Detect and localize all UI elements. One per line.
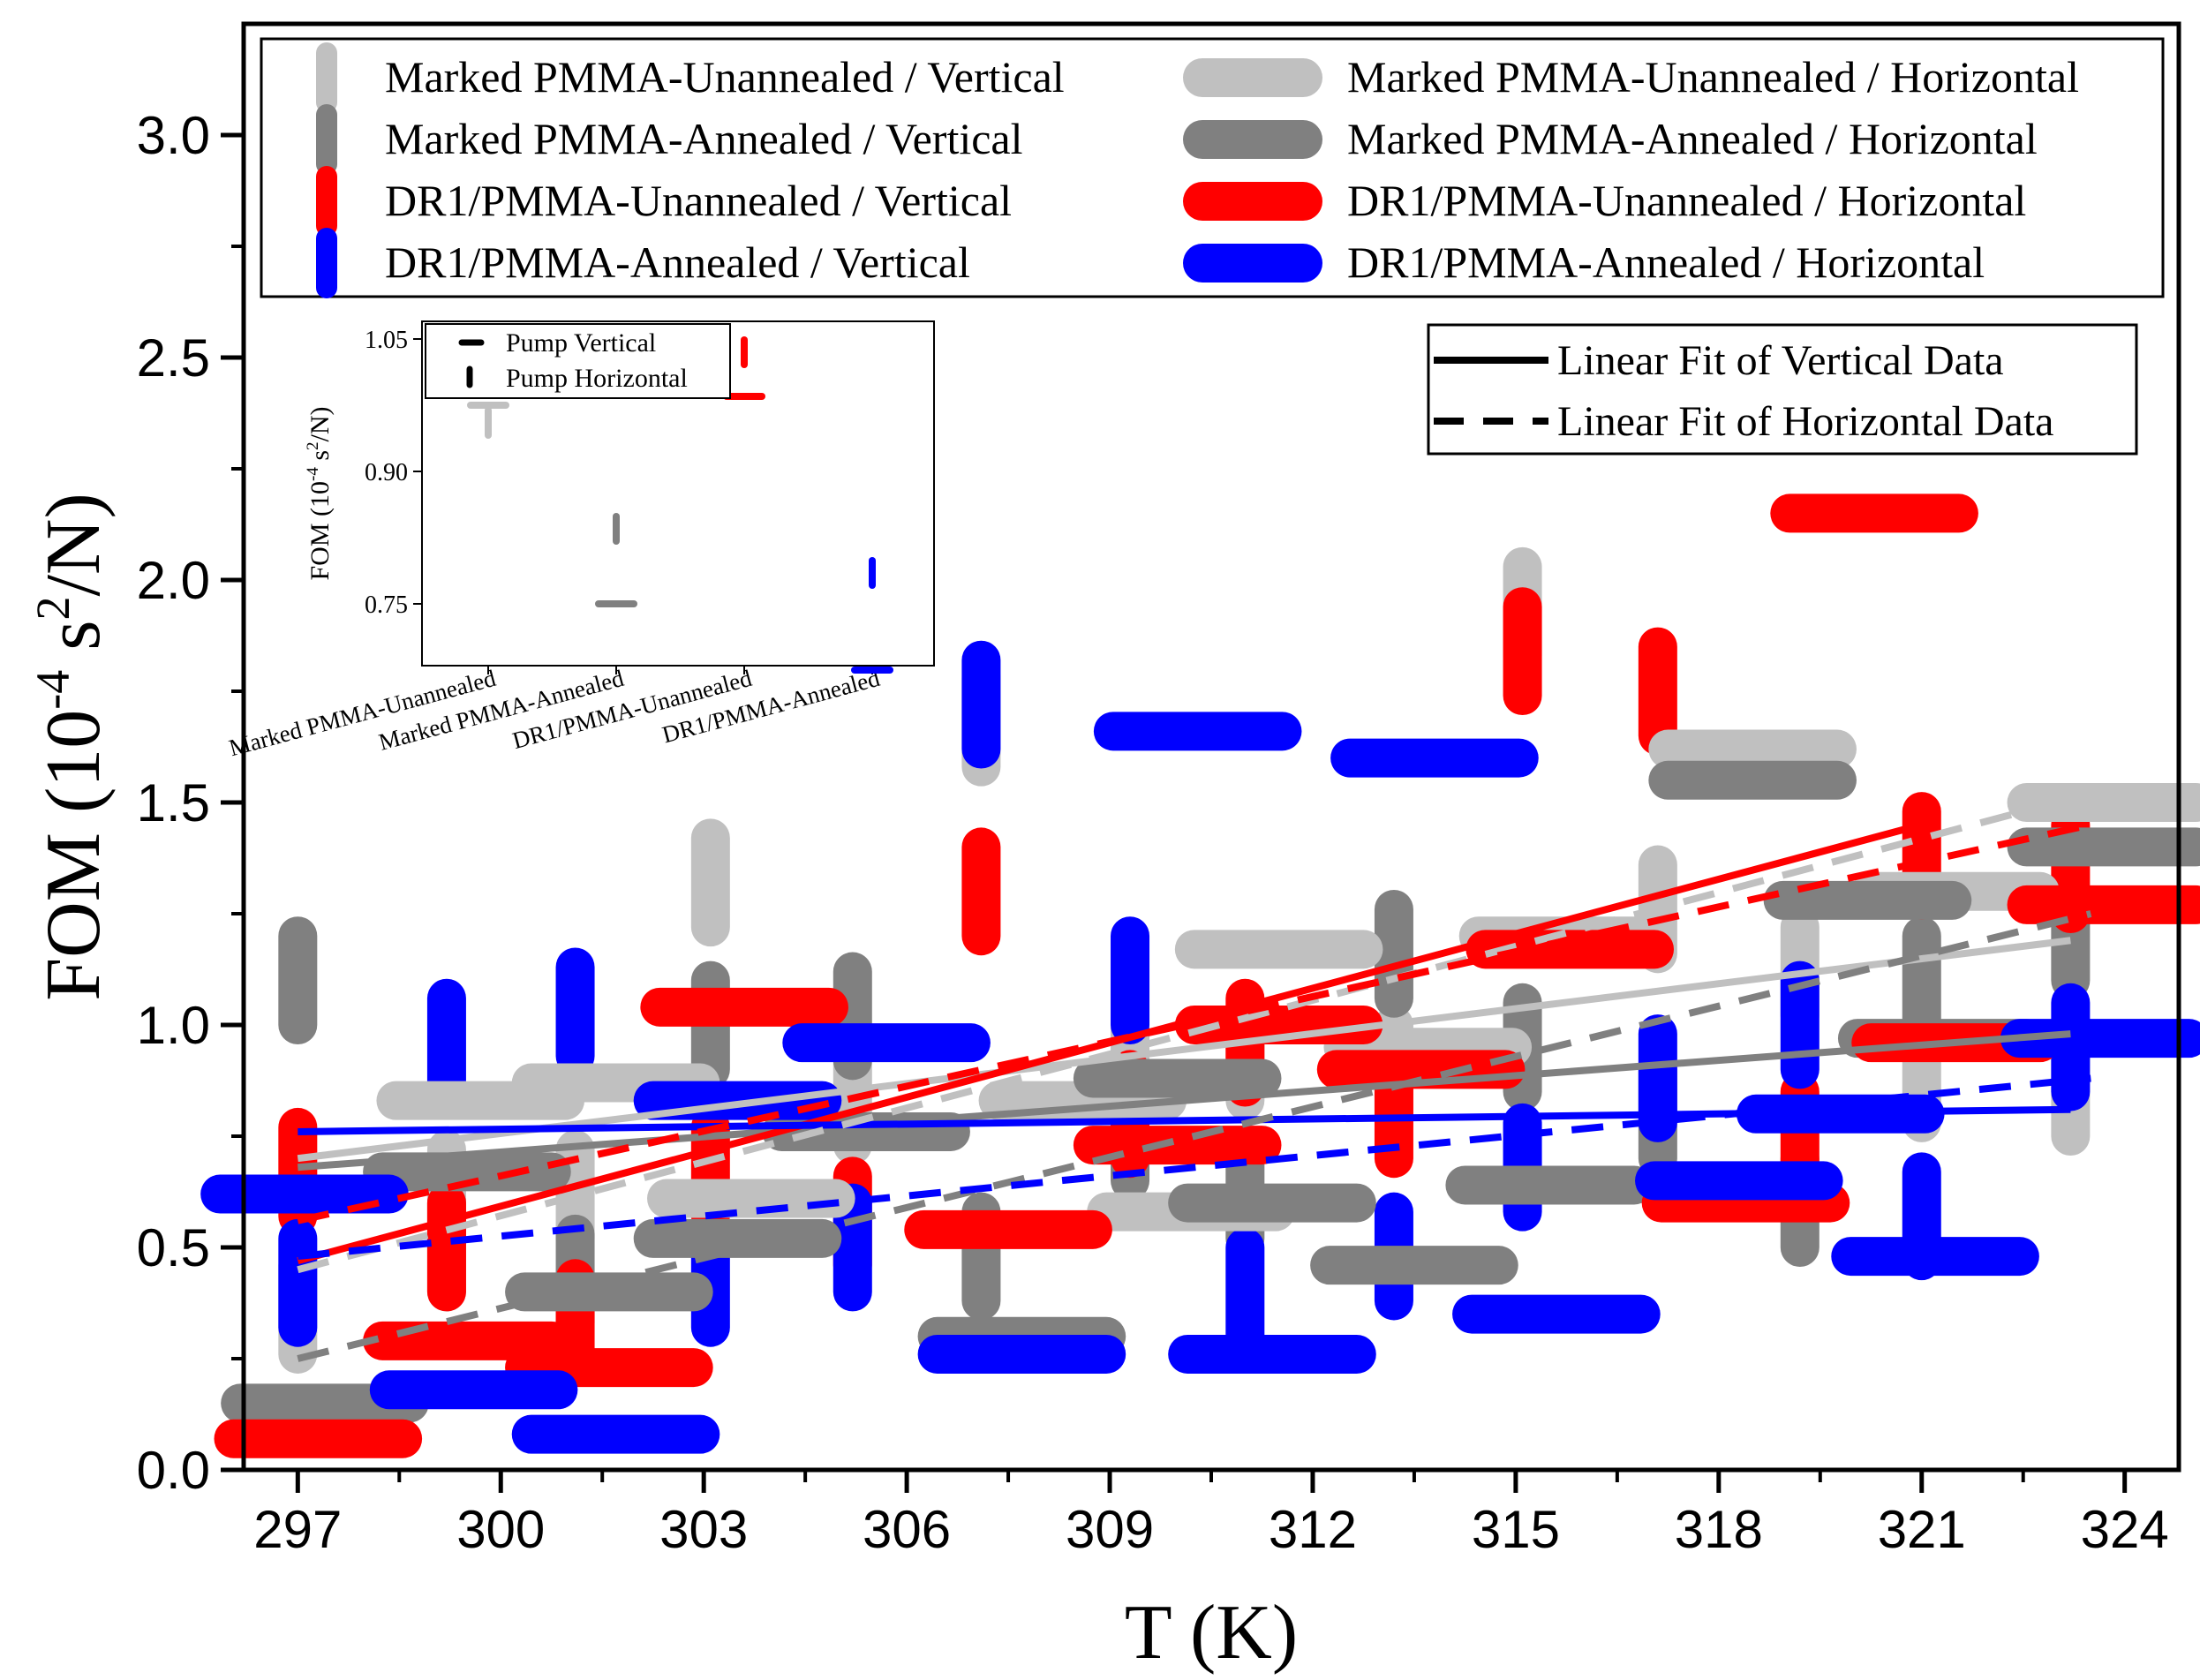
y-axis-title: FOM (10-4 s2/N)	[26, 493, 117, 1001]
fit-line-solid-mpu	[297, 937, 2071, 1163]
fit-line-dashed-mpu	[297, 790, 2092, 1274]
x-tick-label: 309	[1066, 1500, 1154, 1559]
fit-legend-box	[1427, 323, 2138, 456]
y-tick-label: 2.0	[137, 551, 210, 610]
x-axis-title: T (K)	[1125, 1590, 1298, 1676]
legend-label-vertical-dru: DR1/PMMA-Unannealed / Vertical	[385, 176, 1012, 225]
y-tick-label: 0.5	[137, 1218, 210, 1277]
fit-legend-dashed-label: Linear Fit of Horizontal Data	[1557, 398, 2053, 445]
series-legend: Marked PMMA-Unannealed / Vertical Marked …	[260, 37, 2165, 298]
legend-label-horizontal-dru: DR1/PMMA-Unannealed / Horizontal	[1347, 176, 2026, 225]
inset-legend-horizontal-label: Pump Horizontal	[506, 364, 688, 393]
axes: 297 300 303 306 309 312 315 318 321 324 0.0 0.5 1.0 1…	[137, 106, 2169, 1559]
x-tick-label: 303	[659, 1500, 748, 1559]
x-tick-label: 318	[1675, 1500, 1763, 1559]
x-tick-label: 315	[1472, 1500, 1560, 1559]
legend-label-vertical-mpu: Marked PMMA-Unannealed / Vertical	[385, 52, 1065, 102]
legend-label-vertical-mpa: Marked PMMA-Annealed / Vertical	[385, 114, 1023, 163]
inset-y-tick-label: 0.75	[365, 591, 408, 619]
x-tick-label: 312	[1269, 1500, 1357, 1559]
legend-label-horizontal-dra: DR1/PMMA-Annealed / Horizontal	[1347, 237, 1985, 287]
y-tick-label: 1.0	[137, 996, 210, 1055]
x-tick-label: 321	[1878, 1500, 1966, 1559]
y-tick-label: 2.5	[137, 328, 210, 388]
fit-line-dashed-dra	[297, 1074, 2091, 1261]
inset-y-tick-label: 1.05	[365, 327, 408, 354]
fit-legend: Linear Fit of Vertical Data Linear Fit o…	[1427, 323, 2138, 456]
x-tick-label: 306	[863, 1500, 951, 1559]
inset-frame	[421, 320, 935, 667]
legend-label-horizontal-mpa: Marked PMMA-Annealed / Horizontal	[1347, 114, 2038, 163]
x-tick-label: 297	[253, 1500, 342, 1559]
inset-legend-box	[425, 323, 731, 399]
fit-line-solid-mpa	[298, 1030, 2071, 1171]
x-tick-label: 324	[2081, 1500, 2169, 1559]
fit-line-dashed-mpa	[297, 910, 2092, 1362]
data-markers	[200, 493, 2200, 1458]
inset-y-tick-label: 0.90	[365, 459, 408, 486]
y-tick-label: 0.0	[137, 1441, 210, 1500]
x-tick-label: 300	[456, 1500, 545, 1559]
fit-lines	[297, 790, 2092, 1362]
legend-label-horizontal-mpu: Marked PMMA-Unannealed / Horizontal	[1347, 52, 2079, 102]
fit-legend-solid-label: Linear Fit of Vertical Data	[1557, 337, 2004, 384]
inset-legend-vertical-label: Pump Vertical	[506, 328, 656, 358]
y-tick-label: 1.5	[137, 773, 210, 832]
legend-label-vertical-dra: DR1/PMMA-Annealed / Vertical	[385, 237, 970, 287]
fit-line-solid-dra	[298, 1105, 2071, 1135]
inset-y-axis-title: FOM (10-4 s2/N)	[304, 406, 335, 580]
y-tick-label: 3.0	[137, 106, 210, 165]
